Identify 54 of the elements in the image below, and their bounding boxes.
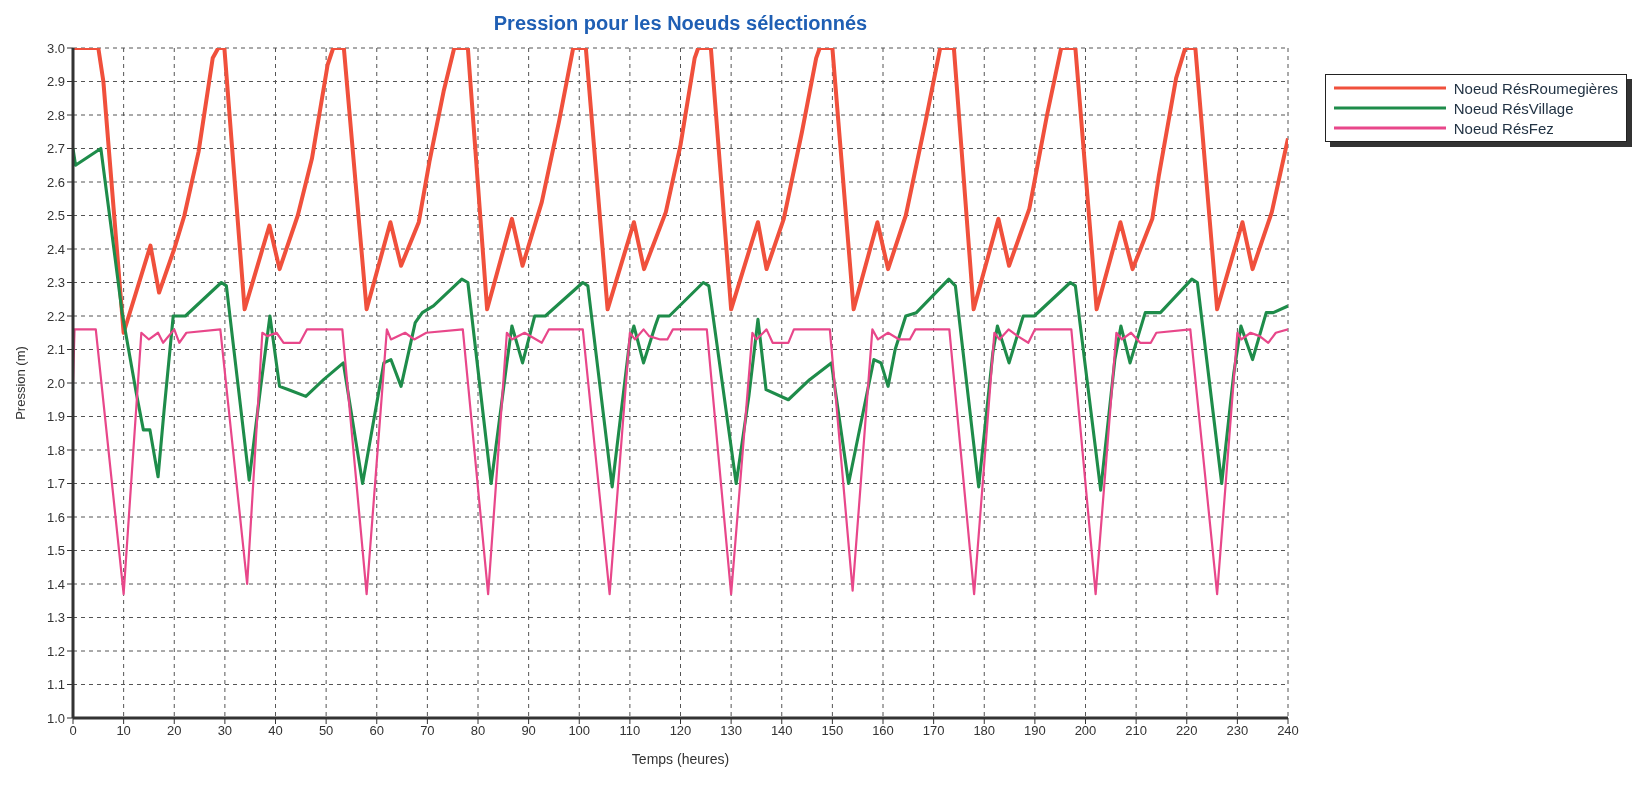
- line-series: [73, 328, 1288, 596]
- x-tick-label: 110: [619, 723, 641, 739]
- y-tick-label: 1.2: [46, 643, 65, 659]
- text: Noeud RésRoumegières: [1453, 79, 1618, 97]
- x-tick-label: 70: [420, 723, 435, 739]
- x-tick-label: 220: [1175, 723, 1198, 739]
- x-tick-label: 200: [1074, 723, 1097, 739]
- x-tick-label: 210: [1125, 723, 1147, 739]
- y-tick-label: 2.9: [46, 74, 65, 90]
- x-tick-label: 40: [268, 723, 283, 739]
- y-tick-label: 2.6: [46, 174, 65, 190]
- x-tick-label: 240: [1277, 723, 1299, 739]
- x-tick-label: 180: [973, 723, 996, 739]
- text: Noeud RésVillage: [1453, 99, 1574, 117]
- y-tick-label: 1.0: [46, 710, 65, 726]
- x-tick-label: 90: [521, 723, 536, 739]
- x-tick-label: 140: [770, 723, 793, 739]
- x-tick-label: 20: [167, 723, 182, 739]
- y-tick-label: 2.4: [46, 241, 65, 257]
- x-tick-label: 120: [669, 723, 692, 739]
- y-tick-label: 3.0: [46, 40, 65, 56]
- y-tick-label: 1.7: [46, 476, 65, 492]
- x-tick-label: 50: [318, 723, 334, 739]
- y-tick-label: 2.2: [46, 308, 65, 324]
- x-tick-label: 10: [116, 723, 131, 739]
- y-tick-label: 2.7: [46, 141, 65, 157]
- y-tick-label: 2.5: [46, 208, 65, 224]
- x-tick-label: 60: [369, 723, 384, 739]
- y-axis-title: Pression (m): [12, 346, 28, 420]
- x-tick-label: 30: [217, 723, 233, 739]
- y-tick-label: 1.9: [46, 409, 65, 425]
- y-tick-label: 2.3: [46, 275, 65, 291]
- x-tick-label: 230: [1226, 723, 1249, 739]
- x-tick-label: 130: [720, 723, 742, 739]
- x-tick-label: 160: [872, 723, 894, 739]
- x-axis-title: Temps (heures): [631, 751, 730, 767]
- x-tick-label: 0: [69, 723, 77, 739]
- text: Noeud RésFez: [1453, 119, 1554, 137]
- x-tick-label: 150: [821, 723, 844, 739]
- x-tick-label: 80: [470, 723, 486, 739]
- y-tick-label: 1.4: [46, 576, 65, 592]
- y-tick-label: 1.3: [46, 610, 65, 626]
- x-tick-label: 170: [922, 723, 945, 739]
- y-tick-label: 1.8: [46, 442, 65, 458]
- x-tick-label: 100: [568, 723, 591, 739]
- y-tick-label: 1.5: [46, 543, 65, 559]
- line-series: [73, 146, 1288, 492]
- y-tick-label: 2.8: [46, 107, 65, 123]
- x-tick-label: 190: [1024, 723, 1046, 739]
- y-tick-label: 1.1: [46, 677, 65, 693]
- y-tick-label: 2.1: [46, 342, 65, 358]
- y-tick-label: 2.0: [46, 375, 65, 391]
- y-tick-label: 1.6: [46, 509, 65, 525]
- chart-title: Pression pour les Noeuds sélectionnés: [492, 12, 869, 35]
